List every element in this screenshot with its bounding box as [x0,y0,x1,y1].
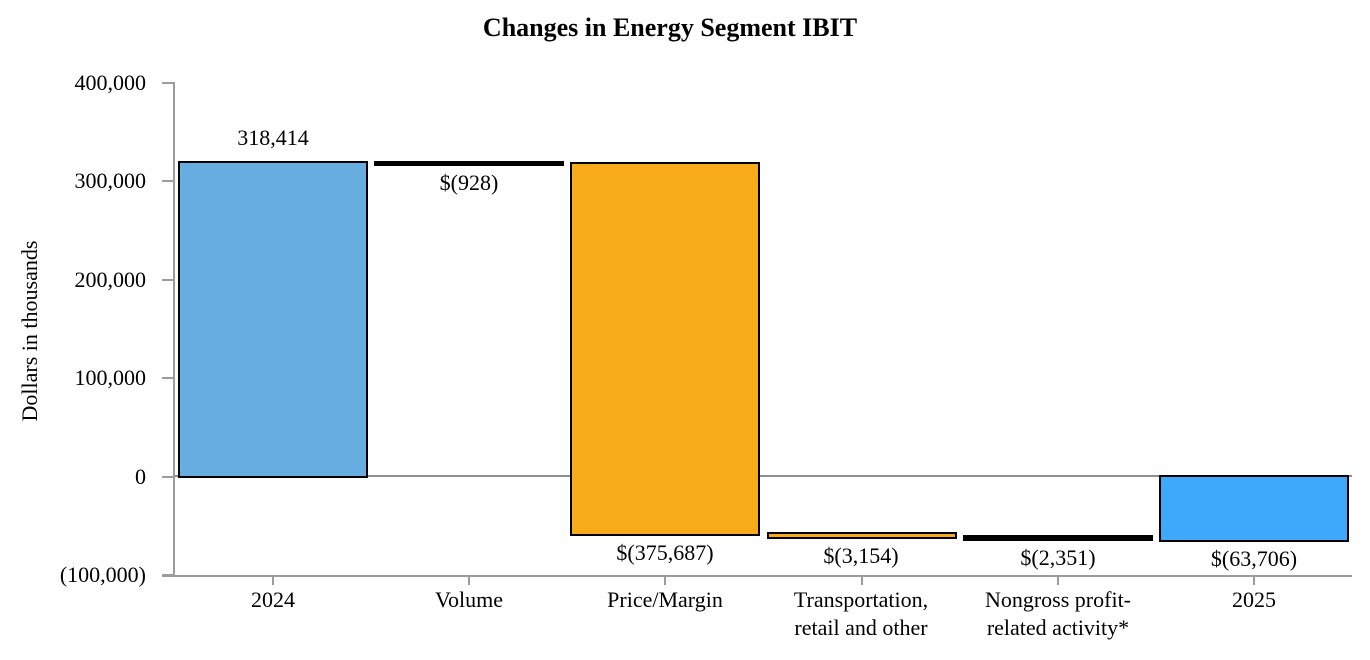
x-tick [1253,577,1255,585]
x-tick [861,577,863,585]
bar-transportation-retail-and-other [767,532,957,539]
x-tick [664,577,666,585]
bar-label-nongross-profit-related-activity: $(2,351) [1020,545,1096,570]
category-label-nongross-profit-related-activity: Nongross profit-related activity* [960,586,1156,642]
category-label-line: Volume [434,587,504,612]
y-axis-line [173,83,175,577]
category-label-2024: 2024 [175,586,371,614]
x-tick [272,577,274,585]
bar-2024 [178,161,368,478]
y-tick-label: 100,000 [74,365,147,390]
category-label-line: Transportation, [793,587,929,612]
y-tick-label: (100,000) [59,562,146,587]
bar-price-margin [570,162,760,536]
y-tick-label: 200,000 [74,267,147,292]
category-label-line: retail and other [794,615,928,640]
bar-volume [374,161,564,166]
category-label-2025: 2025 [1156,586,1352,614]
bar-label-transportation-retail-and-other: $(3,154) [823,543,899,568]
bar-label-2025: $(63,706) [1210,546,1298,571]
zero-gridline [175,475,1352,477]
bar-label-price-margin: $(375,687) [616,540,714,565]
y-tick-label: 400,000 [74,70,147,95]
y-tick [162,180,175,182]
category-label-line: 2024 [251,587,295,612]
category-label-line: 2025 [1232,587,1276,612]
y-tick [162,377,175,379]
chart-title: Changes in Energy Segment IBIT [482,13,858,42]
y-tick-label: 300,000 [74,168,147,193]
bar-label-volume: $(928) [439,170,499,195]
x-axis-line [162,575,1352,577]
bar-label-2024: 318,414 [237,125,309,150]
y-tick [162,82,175,84]
category-label-volume: Volume [371,586,567,614]
category-label-price-margin: Price/Margin [567,586,763,614]
category-label-transportation-retail-and-other: Transportation, retail and other [763,586,959,642]
y-tick [162,279,175,281]
y-tick [162,476,175,478]
y-tick [162,574,175,576]
category-label-line: Price/Margin [607,587,723,612]
y-tick-label: 0 [135,464,146,489]
x-tick [468,577,470,585]
x-tick [1057,577,1059,585]
bar-2025 [1159,475,1349,542]
bar-nongross-profit-related-activity [963,535,1153,541]
category-label-line: related activity* [986,615,1130,640]
category-label-line: Nongross profit- [984,587,1132,612]
